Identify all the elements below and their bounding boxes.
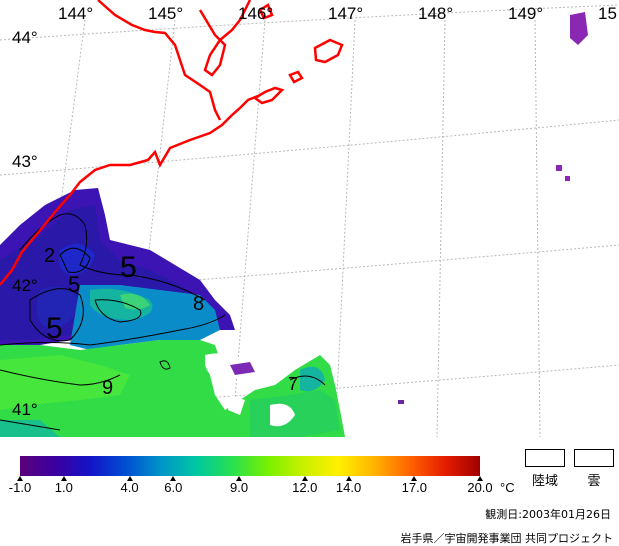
- colorbar-scale-label: 20.0: [467, 480, 493, 495]
- colorbar-tick: [170, 476, 177, 481]
- longitude-label-145: 145°: [148, 4, 184, 23]
- colorbar-scale-label: 14.0: [335, 480, 362, 495]
- observation-date: 観測日:2003年01月26日: [485, 508, 611, 521]
- sea-surface-temperature-map: 2 5 5 5 8 9 7: [0, 0, 619, 437]
- longitude-label-147: 147°: [328, 4, 364, 23]
- colorbar-scale-label: 12.0: [292, 480, 318, 495]
- colorbar-scale-label: 17.0: [401, 480, 427, 495]
- latitude-label-44: 44°: [12, 28, 38, 47]
- colorbar-tick: [236, 476, 243, 481]
- contour-label-8: 8: [193, 293, 204, 315]
- colorbar-tick: [17, 476, 23, 481]
- land-legend-label: 陸域: [531, 474, 559, 489]
- colorbar-unit: °C: [500, 480, 515, 495]
- cloud-legend-label: 雲: [587, 474, 601, 489]
- cloud-legend-box: [574, 449, 614, 467]
- credit-line: 岩手県／宇宙開発事業団 共同プロジェクト: [400, 532, 614, 545]
- contour-label-9: 9: [102, 377, 113, 399]
- latitude-label-42: 42°: [12, 276, 38, 295]
- contour-label-7: 7: [288, 374, 298, 394]
- longitude-label-144: 144°: [58, 4, 94, 23]
- colorbar-scale-label: 1.0: [54, 480, 73, 495]
- contour-label-5b: 5: [68, 272, 80, 297]
- contour-label-2: 2: [44, 245, 55, 267]
- contour-label-5a: 5: [120, 251, 137, 284]
- colorbar-tick: [301, 476, 308, 481]
- longitude-label-148: 148°: [418, 4, 454, 23]
- colorbar-scale-label: 4.0: [120, 480, 139, 495]
- colorbar-scale-label: 6.0: [164, 480, 183, 495]
- colorbar-tick: [411, 476, 418, 481]
- temperature-field: [0, 12, 588, 437]
- temperature-colorbar: [20, 456, 480, 476]
- colorbar-tick: [60, 476, 67, 481]
- latitude-label-43: 43°: [12, 152, 38, 171]
- colorbar-scale-label: 9.0: [230, 480, 249, 495]
- coastline: [0, 0, 344, 286]
- colorbar-tick: [126, 476, 133, 481]
- isotherms: [0, 213, 326, 431]
- longitude-label-146: 146°: [238, 4, 274, 23]
- colorbar-scale-label: -1.0: [8, 480, 32, 495]
- land-legend-box: [525, 449, 565, 467]
- latitude-label-41: 41°: [12, 400, 38, 419]
- contour-label-5c: 5: [46, 312, 63, 345]
- longitude-label-149: 149°: [508, 4, 544, 23]
- colorbar-tick: [345, 476, 352, 481]
- colorbar-tick: [477, 476, 483, 481]
- longitude-label-150: 15: [598, 4, 617, 23]
- contour-labels: 2 5 5 5 8 9 7: [44, 245, 298, 399]
